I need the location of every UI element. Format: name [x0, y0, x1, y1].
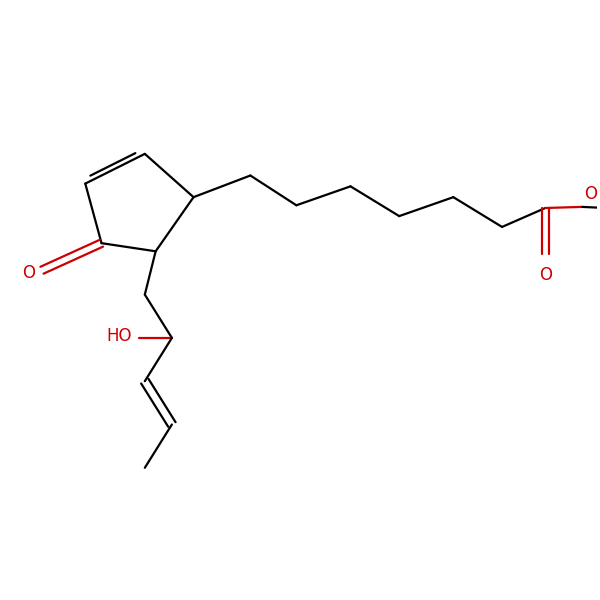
- Text: O: O: [22, 264, 35, 282]
- Text: O: O: [539, 266, 552, 284]
- Text: HO: HO: [107, 327, 133, 345]
- Text: O: O: [584, 185, 598, 203]
